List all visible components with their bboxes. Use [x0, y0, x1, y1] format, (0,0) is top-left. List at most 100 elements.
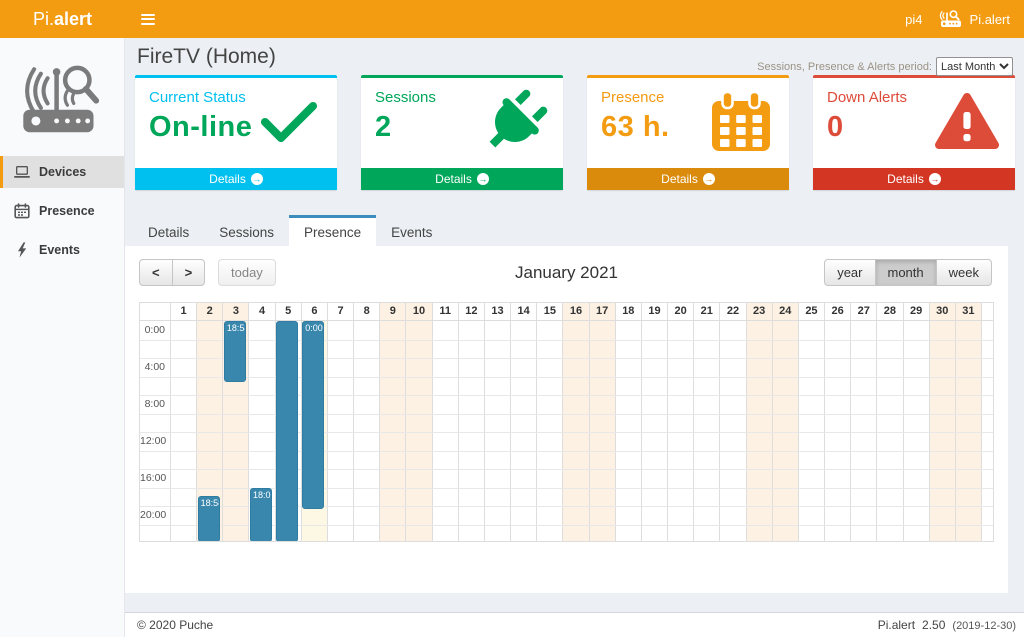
- day-column: [431, 321, 458, 541]
- presence-event[interactable]: 18:02: [249, 487, 273, 541]
- day-header: 3: [222, 303, 249, 320]
- time-gutter-header: [140, 303, 170, 320]
- gridline: [140, 339, 993, 341]
- day-header: 13: [483, 303, 510, 320]
- tab-events[interactable]: Events: [391, 225, 433, 240]
- card-value: 2: [375, 111, 392, 143]
- arrow-circle-icon: →: [476, 173, 489, 185]
- sidebar-item-devices[interactable]: Devices: [0, 156, 124, 188]
- day-header: 7: [326, 303, 353, 320]
- calendar-title: January 2021: [514, 263, 619, 282]
- card-down-alerts: Down Alerts 0 Details →: [813, 75, 1015, 190]
- scroll-gutter-column: [981, 321, 993, 541]
- hostname-label[interactable]: pi4: [905, 11, 923, 27]
- card-value: 0: [827, 111, 844, 143]
- sidebar-item-presence[interactable]: Presence: [0, 195, 124, 227]
- day-column: [640, 321, 667, 541]
- tab-sessions[interactable]: Sessions: [219, 225, 275, 240]
- day-header: 9: [379, 303, 406, 320]
- tab-details[interactable]: Details: [148, 225, 190, 240]
- card-presence-details-link[interactable]: Details →: [587, 168, 789, 190]
- tab-presence[interactable]: Presence: [289, 215, 377, 246]
- day-header: 27: [850, 303, 876, 320]
- sidebar: Devices Presence Events: [0, 38, 125, 637]
- copyright-label: © 2020 Puche: [137, 618, 214, 632]
- calendar-icon: [14, 203, 30, 219]
- day-header: 16: [562, 303, 589, 320]
- navbar-right: pi4 Pi.alert: [905, 0, 1024, 38]
- event-start-time-label: [277, 322, 297, 324]
- details-label: Details: [209, 172, 246, 186]
- day-column: [876, 321, 902, 541]
- card-sessions: Sessions 2 Details →: [361, 75, 563, 190]
- today-button[interactable]: today: [218, 259, 276, 286]
- sidebar-toggle-icon[interactable]: [125, 0, 171, 38]
- day-column: [457, 321, 484, 541]
- gridline: [140, 358, 993, 359]
- tabs: Details Sessions Presence Events: [133, 215, 1024, 246]
- day-column: [850, 321, 876, 541]
- day-column: [667, 321, 693, 541]
- user-name-label: Pi.alert: [969, 11, 1010, 27]
- gridline: [140, 450, 993, 452]
- card-down-alerts-details-link[interactable]: Details →: [813, 168, 1015, 190]
- card-body: Current Status On-line: [135, 78, 337, 168]
- day-column: [614, 321, 641, 541]
- card-sessions-details-link[interactable]: Details →: [361, 168, 563, 190]
- card-current-status-details-link[interactable]: Details →: [135, 168, 337, 190]
- gridline: [140, 413, 993, 415]
- presence-event[interactable]: 18:58: [197, 496, 220, 541]
- check-icon: [257, 90, 321, 154]
- presence-event[interactable]: [276, 321, 299, 541]
- laptop-icon: [14, 164, 30, 180]
- cards-row: Current Status On-line Details → Sessions 2 De…: [125, 75, 1024, 190]
- day-header: 11: [431, 303, 458, 320]
- time-label: 0:00: [144, 324, 165, 336]
- day-column: [745, 321, 772, 541]
- gridline: [140, 506, 993, 507]
- card-body: Down Alerts 0: [813, 78, 1015, 168]
- footer-app-name: Pi.alert: [877, 618, 916, 632]
- card-presence: Presence 63 h. Details →: [587, 75, 789, 190]
- view-year-button[interactable]: year: [824, 259, 876, 286]
- user-menu[interactable]: Pi.alert: [939, 10, 1010, 28]
- presence-event[interactable]: 0:00 -: [302, 321, 325, 509]
- day-column: [379, 321, 406, 541]
- day-column: [954, 321, 981, 541]
- presence-event[interactable]: 18:58: [223, 321, 246, 382]
- day-header: 26: [824, 303, 850, 320]
- event-start-time-label: 18:02: [252, 489, 271, 500]
- day-header: 17: [588, 303, 615, 320]
- day-header: 23: [745, 303, 772, 320]
- time-label: 8:00: [144, 398, 165, 410]
- day-column: [902, 321, 929, 541]
- day-column: [693, 321, 719, 541]
- arrow-circle-icon: →: [702, 173, 715, 185]
- day-column: [797, 321, 824, 541]
- footer-version: 2.50: [922, 618, 946, 632]
- arrow-circle-icon: →: [928, 173, 941, 185]
- day-header: 22: [719, 303, 745, 320]
- app-logo[interactable]: Pi. alert: [0, 0, 125, 38]
- presence-calendar: 1 2 3 4 5 6 7 8 9 10 11 12 13 14 15 16 17 18 19 20 21 22 23 24 2…: [139, 302, 994, 542]
- calendar-toolbar: January 2021 < > today year month week: [139, 259, 994, 287]
- period-select[interactable]: Last Month: [936, 57, 1013, 76]
- sidebar-item-events[interactable]: Events: [0, 234, 124, 266]
- next-month-button[interactable]: >: [171, 259, 206, 286]
- gridline: [140, 469, 993, 470]
- view-week-button[interactable]: week: [935, 259, 992, 286]
- day-header: 28: [876, 303, 902, 320]
- calendar-icon: [709, 90, 773, 154]
- card-title: Down Alerts: [827, 89, 908, 106]
- card-value: On-line: [149, 111, 253, 143]
- gridline: [140, 376, 993, 378]
- day-column: [771, 321, 798, 541]
- day-header: 4: [248, 303, 274, 320]
- prev-month-button[interactable]: <: [139, 259, 173, 286]
- card-body: Sessions 2: [361, 78, 563, 168]
- view-month-button[interactable]: month: [874, 259, 937, 286]
- day-header: 12: [457, 303, 484, 320]
- calendar-body: 0:00 4:00 8:00 12:00 16:00 20:00 18:58 18:58 18:…: [139, 320, 994, 542]
- day-header: 25: [797, 303, 824, 320]
